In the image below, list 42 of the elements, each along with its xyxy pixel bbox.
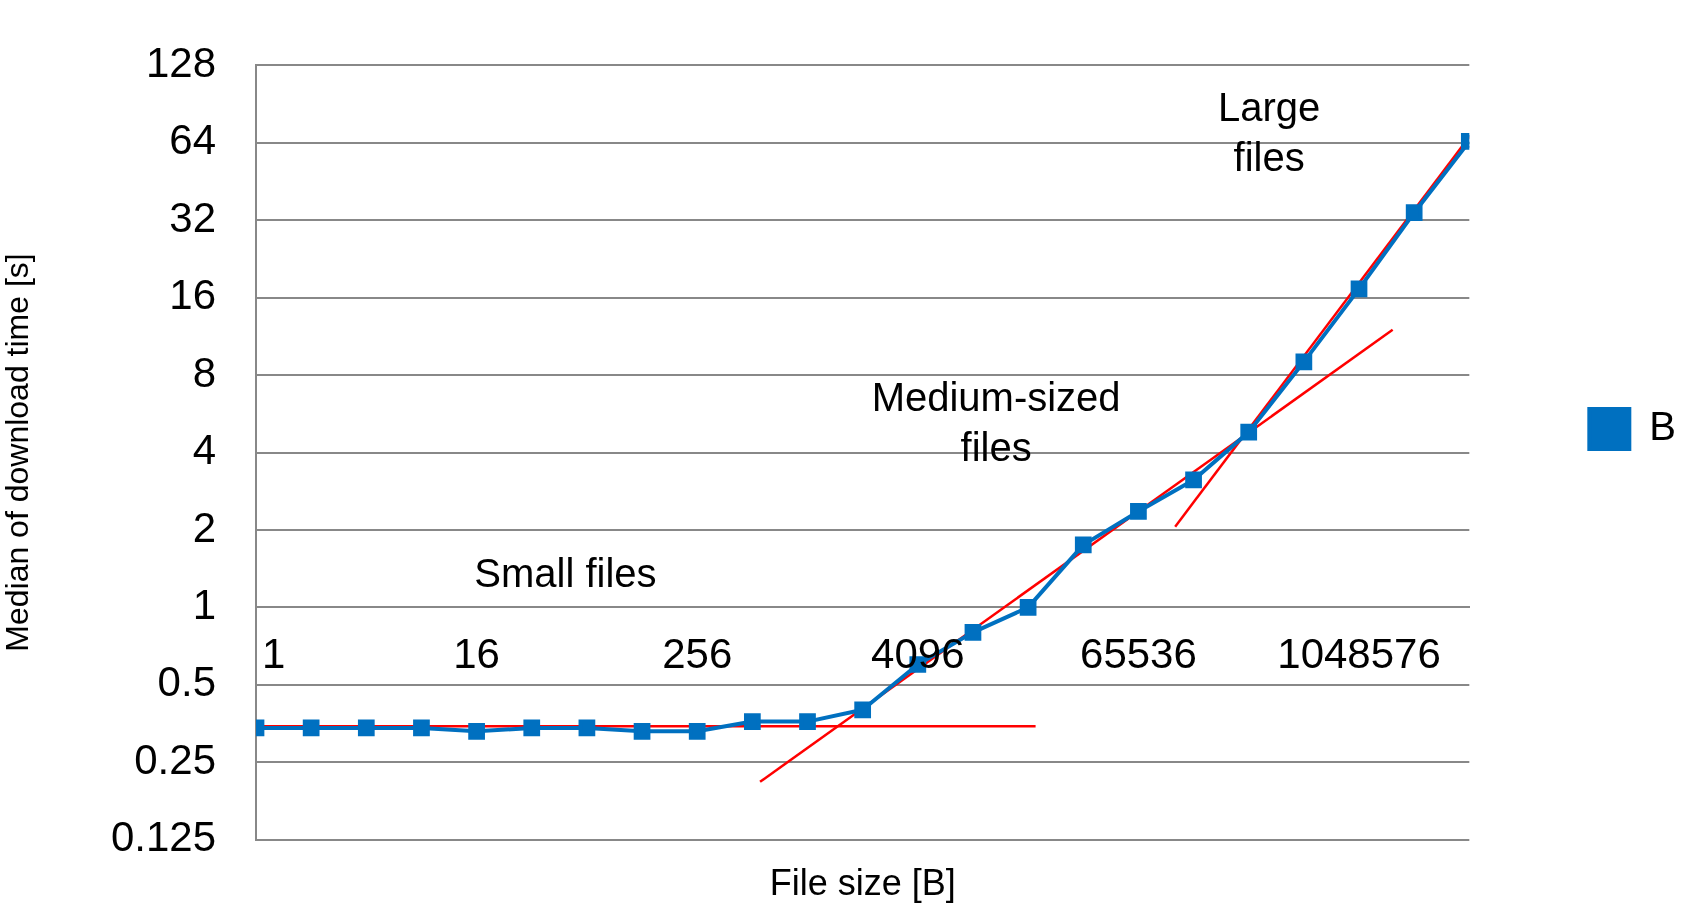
y-tick-label: 0.125 bbox=[110, 813, 216, 861]
point bbox=[1185, 471, 1202, 489]
point bbox=[1074, 536, 1092, 554]
y-tick-label: 0.25 bbox=[134, 735, 216, 783]
y-tick-label: 0.5 bbox=[157, 658, 216, 706]
y-tick-label: 2 bbox=[192, 503, 216, 551]
y-tick-label: 128 bbox=[145, 38, 216, 86]
y-tick-label: 1 bbox=[192, 581, 216, 628]
point bbox=[1019, 599, 1037, 616]
point bbox=[523, 719, 541, 737]
x-tick-label: 16 bbox=[453, 630, 500, 677]
y-tick-label: 4 bbox=[192, 426, 216, 474]
x-tick-label: 65536 bbox=[1080, 630, 1197, 677]
annotation: Medium-sized files bbox=[871, 375, 1121, 470]
legend-label: B bbox=[1649, 404, 1677, 449]
y-tick-label: 32 bbox=[169, 193, 216, 241]
x-tick-label: 1048576 bbox=[1277, 630, 1441, 677]
point bbox=[468, 722, 485, 740]
point bbox=[357, 719, 375, 737]
y-axis-title: Median of download time [s] bbox=[0, 253, 36, 652]
point bbox=[302, 719, 320, 737]
point bbox=[1130, 503, 1147, 520]
annotation: Large files bbox=[1217, 84, 1321, 179]
y-tick-label: 64 bbox=[169, 116, 216, 164]
point bbox=[1240, 423, 1258, 441]
point bbox=[1350, 280, 1368, 298]
point bbox=[854, 701, 872, 719]
point bbox=[964, 623, 982, 641]
x-axis-title: File size [B] bbox=[769, 861, 956, 903]
point bbox=[688, 722, 706, 740]
y-tick-label: 16 bbox=[169, 271, 216, 319]
y-tick-label: 8 bbox=[192, 348, 216, 396]
point bbox=[413, 719, 430, 737]
annotation: Small files bbox=[474, 551, 657, 596]
point bbox=[743, 713, 761, 730]
point bbox=[1405, 204, 1423, 222]
point bbox=[799, 713, 816, 730]
point bbox=[633, 722, 651, 740]
x-tick-label: 1 bbox=[262, 630, 286, 677]
x-tick-label: 256 bbox=[662, 630, 733, 677]
point bbox=[578, 719, 596, 737]
point bbox=[1295, 353, 1313, 371]
